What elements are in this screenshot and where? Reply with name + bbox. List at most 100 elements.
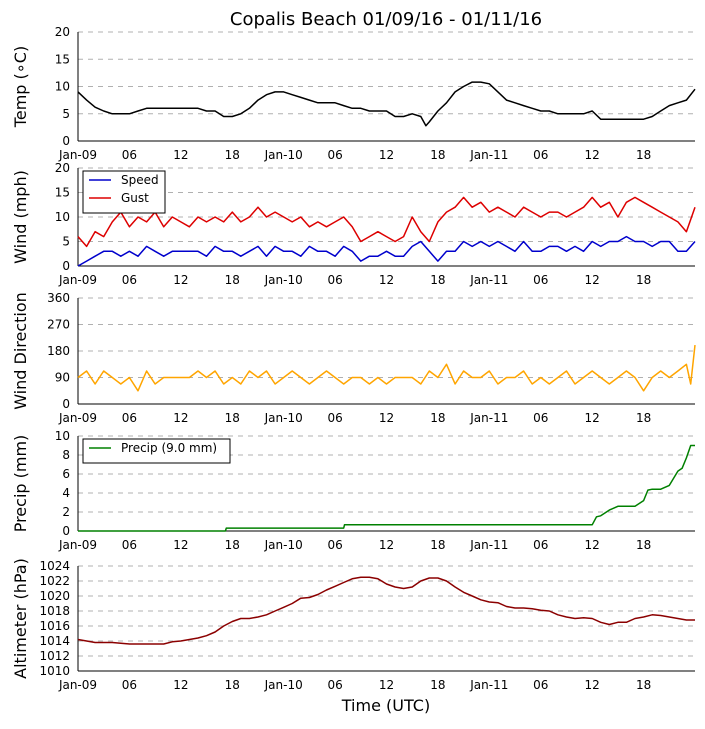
temp-y-tick-label: 10 [55, 80, 70, 94]
altimeter-x-tick-label: Jan-11 [469, 678, 508, 692]
wind-x-tick-label: 12 [379, 273, 394, 287]
dir-x-tick-label: 18 [225, 411, 240, 425]
precip-x-tick-label: 06 [533, 538, 548, 552]
wind-x-tick-label: 12 [585, 273, 600, 287]
dir-x-tick-label: 06 [122, 411, 137, 425]
temp-x-tick-label: 06 [533, 148, 548, 162]
temp-series-temperature [77, 81, 696, 127]
temp-y-tick-label: 5 [62, 107, 70, 121]
altimeter-x-tick-label: 12 [585, 678, 600, 692]
temp-x-tick-label: 06 [327, 148, 342, 162]
temp-y-tick-label: 15 [55, 52, 70, 66]
altimeter-x-tick-label: 18 [430, 678, 445, 692]
altimeter-x-tick-label: 12 [173, 678, 188, 692]
precip-x-tick-label: 18 [636, 538, 651, 552]
dir-y-tick-label: 360 [47, 291, 70, 305]
altimeter-x-tick-label: 06 [122, 678, 137, 692]
temp-x-tick-label: 18 [225, 148, 240, 162]
altimeter-y-tick-label: 1022 [39, 574, 70, 588]
dir-x-tick-label: 12 [585, 411, 600, 425]
precip-legend-box [82, 438, 231, 464]
precip-x-tick-label: 12 [379, 538, 394, 552]
x-axis-label: Time (UTC) [341, 696, 430, 715]
wind-x-tick-label: Jan-09 [58, 273, 97, 287]
altimeter-y-tick-label: 1012 [39, 649, 70, 663]
wind-x-tick-label: 18 [430, 273, 445, 287]
wind-legend-box [82, 170, 166, 214]
wind-legend-label: Gust [121, 191, 149, 205]
dir-y-tick-label: 90 [55, 371, 70, 385]
temp-y-axis-label: Temp (∘C) [11, 46, 30, 128]
precip-y-tick-label: 6 [62, 467, 70, 481]
precip-y-tick-label: 10 [55, 429, 70, 443]
precip-x-tick-label: 06 [327, 538, 342, 552]
wind-y-axis-label: Wind (mph) [11, 170, 30, 264]
temp-x-tick-label: Jan-11 [469, 148, 508, 162]
altimeter-x-tick-label: 06 [533, 678, 548, 692]
dir-x-tick-label: 18 [636, 411, 651, 425]
wind-series-gust [77, 196, 696, 248]
altimeter-y-axis-label: Altimeter (hPa) [11, 558, 30, 679]
precip-x-tick-label: Jan-11 [469, 538, 508, 552]
dir-x-tick-label: Jan-10 [264, 411, 303, 425]
precip-legend-label: Precip (9.0 mm) [121, 441, 217, 455]
altimeter-y-tick-label: 1024 [39, 559, 70, 573]
precip-x-tick-label: 12 [173, 538, 188, 552]
precip-y-tick-label: 4 [62, 486, 70, 500]
temp-y-tick-label: 20 [55, 25, 70, 39]
precip-x-tick-label: Jan-10 [264, 538, 303, 552]
dir-x-tick-label: Jan-09 [58, 411, 97, 425]
panel-dir: 0 90 180 270 360 Jan-09 06 12 18 Jan-10 06 12 18 Jan-… [11, 291, 696, 425]
precip-y-axis-label: Precip (mm) [11, 435, 30, 533]
panel-precip: 0 2 4 6 8 10 Jan-09 06 12 18 Jan-10 06 12 18 Jan-11 06 1… [11, 429, 695, 552]
temp-x-tick-label: 12 [379, 148, 394, 162]
altimeter-x-tick-label: Jan-10 [264, 678, 303, 692]
chart-title: Copalis Beach 01/09/16 - 01/11/16 [230, 9, 542, 30]
precip-series-precip-9-0-mm- [78, 444, 695, 532]
dir-y-tick-label: 180 [47, 344, 70, 358]
altimeter-y-tick-label: 1014 [39, 634, 70, 648]
altimeter-x-tick-label: 12 [379, 678, 394, 692]
dir-x-tick-label: 06 [327, 411, 342, 425]
panel-temp: 0 5 10 15 20 Jan-09 06 12 18 Jan-10 06 12 18 Jan-11 06… [11, 25, 696, 162]
precip-y-tick-label: 2 [62, 505, 70, 519]
temp-x-tick-label: 12 [173, 148, 188, 162]
wind-y-tick-label: 20 [55, 161, 70, 175]
temp-x-tick-label: Jan-09 [58, 148, 97, 162]
precip-x-tick-label: Jan-09 [58, 538, 97, 552]
altimeter-y-tick-label: 1018 [39, 604, 70, 618]
altimeter-series-altimeter [77, 576, 695, 645]
dir-x-tick-label: 06 [533, 411, 548, 425]
temp-x-tick-label: 18 [430, 148, 445, 162]
dir-x-tick-label: Jan-11 [469, 411, 508, 425]
panel-wind: 0 5 10 15 20 Jan-09 06 12 18 Jan-10 06 12 18 Jan-11 06… [11, 161, 696, 287]
wind-series-speed [77, 235, 696, 267]
precip-x-tick-label: 06 [122, 538, 137, 552]
altimeter-x-tick-label: 18 [636, 678, 651, 692]
wind-x-tick-label: 18 [225, 273, 240, 287]
dir-y-axis-label: Wind Direction [11, 292, 30, 410]
altimeter-x-tick-label: Jan-09 [58, 678, 97, 692]
temp-x-tick-label: 06 [122, 148, 137, 162]
wind-x-tick-label: 12 [173, 273, 188, 287]
altimeter-y-tick-label: 1016 [39, 619, 70, 633]
precip-y-tick-label: 0 [62, 524, 70, 538]
wind-legend-label: Speed [121, 173, 159, 187]
wind-x-tick-label: 06 [327, 273, 342, 287]
dir-x-tick-label: 12 [173, 411, 188, 425]
wind-x-tick-label: 06 [533, 273, 548, 287]
precip-x-tick-label: 18 [225, 538, 240, 552]
wind-y-tick-label: 15 [55, 186, 70, 200]
precip-x-tick-label: 18 [430, 538, 445, 552]
dir-y-tick-label: 270 [47, 318, 70, 332]
wind-y-tick-label: 10 [55, 210, 70, 224]
temp-x-tick-label: Jan-10 [264, 148, 303, 162]
wind-x-tick-label: Jan-11 [469, 273, 508, 287]
altimeter-y-tick-label: 1020 [39, 589, 70, 603]
wind-x-tick-label: 18 [636, 273, 651, 287]
precip-x-tick-label: 12 [585, 538, 600, 552]
altimeter-y-tick-label: 1010 [39, 664, 70, 678]
temp-y-tick-label: 0 [62, 134, 70, 148]
